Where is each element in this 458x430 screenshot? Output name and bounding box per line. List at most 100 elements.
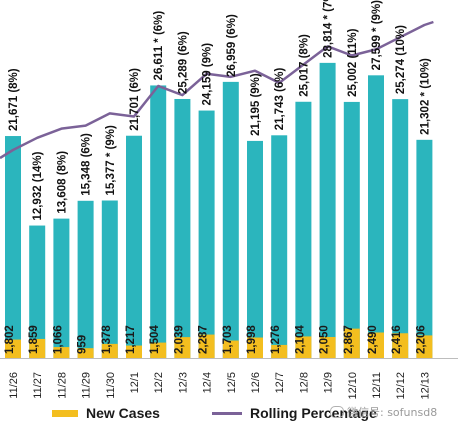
new-cases-bar (416, 335, 433, 358)
total-label: 21,195 (9%) (250, 73, 262, 136)
x-axis: 11/26 11/27 11/28 11/29 11/30 12/1 12/2 12/3 12/… (0, 358, 458, 400)
label-layer: 1,802 21,671 (8%) 1,859 12,932 (14%) 1,066 13… (4, 0, 431, 354)
new-cases-bar (53, 347, 70, 358)
legend-new-cases-label: New Cases (86, 405, 160, 421)
total-bar (126, 135, 142, 358)
new-cases-label: 1,276 (270, 325, 282, 354)
new-cases-bar (174, 337, 191, 358)
rolling-percentage-line (0, 20, 434, 160)
x-tick-label: 12/10 (347, 372, 359, 400)
x-tick-label: 11/27 (32, 372, 44, 399)
legend-rolling-label: Rolling Percentage (250, 405, 377, 421)
new-cases-bar (319, 337, 336, 358)
total-label: 25,017 (8%) (298, 34, 310, 97)
total-label: 21,743 (6%) (274, 67, 286, 130)
new-cases-label: 2,867 (343, 325, 355, 354)
x-tick-label: 12/3 (177, 372, 189, 393)
total-label: 25,002 (11%) (347, 28, 359, 97)
total-label: 25,274 (10%) (395, 25, 407, 94)
new-cases-label: 2,287 (198, 325, 210, 354)
total-label: 28,814 * (7%) (323, 0, 335, 58)
watermark-text: 微信号: sofunsd8 (347, 406, 438, 419)
new-cases-swatch (52, 409, 78, 417)
total-label: 13,608 (8%) (56, 151, 68, 214)
x-tick-label: 11/29 (81, 372, 93, 399)
line-layer (0, 20, 434, 160)
new-cases-label: 959 (77, 335, 89, 354)
total-bar (29, 225, 46, 358)
new-cases-label: 1,217 (125, 325, 137, 354)
x-tick-label: 11/26 (8, 372, 20, 399)
legend-new-cases: New Cases (52, 403, 160, 423)
new-cases-label: 1,703 (222, 325, 234, 354)
new-cases-bar (295, 336, 312, 358)
total-bar (247, 140, 263, 358)
total-bar (295, 101, 312, 359)
x-tick-label: 12/9 (323, 372, 335, 393)
total-bar (271, 135, 288, 358)
new-cases-bar (77, 348, 94, 358)
new-cases-label: 1,998 (246, 325, 258, 354)
new-cases-label: 2,490 (367, 325, 379, 354)
new-cases-bar (247, 337, 263, 358)
new-cases-label: 1,378 (101, 325, 113, 354)
total-label: 21,701 (6%) (129, 68, 141, 131)
total-bar (222, 81, 239, 358)
total-bar (343, 101, 360, 358)
new-cases-bar (392, 333, 409, 358)
new-cases-bar (101, 343, 118, 358)
x-tick-label: 12/12 (395, 372, 407, 400)
new-cases-bar (368, 332, 384, 358)
total-bar (77, 200, 94, 358)
new-cases-bar (5, 339, 21, 358)
new-cases-bar (29, 338, 46, 358)
total-bar (392, 99, 409, 359)
total-label: 24,159 (9%) (202, 43, 214, 106)
total-bar (416, 139, 433, 358)
total-bar (53, 218, 70, 358)
total-label: 26,611 * (6%) (153, 11, 165, 81)
total-label: 21,302 * (10%) (419, 58, 431, 135)
x-tick-label: 12/6 (250, 372, 262, 393)
new-cases-bar (126, 345, 142, 358)
x-tick-label: 12/5 (226, 372, 238, 393)
new-cases-label: 1,066 (52, 325, 64, 354)
total-label: 15,348 (6%) (81, 133, 93, 196)
total-label: 21,671 (8%) (8, 68, 20, 131)
watermark: 微信号: sofunsd8 (330, 404, 437, 420)
total-bar (368, 75, 384, 358)
x-tick-label: 12/7 (274, 372, 286, 393)
total-bar (5, 136, 21, 358)
new-cases-label: 2,206 (415, 325, 427, 354)
new-cases-label: 2,050 (319, 325, 331, 354)
x-tick-label: 12/1 (129, 372, 141, 393)
total-bar (174, 98, 191, 358)
total-bar (150, 85, 167, 359)
total-label: 27,599 * (9%) (371, 0, 383, 70)
new-cases-bar (222, 340, 239, 358)
new-cases-bar (150, 342, 167, 358)
new-cases-bar (198, 334, 215, 358)
new-cases-bar (271, 344, 288, 358)
total-label: 12,932 (14%) (32, 151, 44, 220)
new-cases-label: 1,859 (28, 325, 40, 354)
new-cases-bar (343, 328, 360, 358)
total-label: 26,959 (6%) (226, 14, 238, 77)
total-bar (198, 110, 215, 358)
x-tick-label: 12/2 (153, 372, 165, 393)
x-tick-label: 12/4 (202, 372, 214, 393)
x-tick-label: 12/11 (371, 372, 383, 399)
total-label: 15,377 * (9%) (105, 125, 117, 195)
total-bar (101, 200, 118, 358)
rolling-percentage-swatch (212, 411, 242, 415)
new-cases-label: 2,104 (294, 325, 306, 354)
new-cases-label: 1,802 (4, 325, 16, 354)
new-cases-label: 2,039 (173, 325, 185, 354)
x-tick-label: 11/30 (105, 372, 117, 399)
wechat-icon (330, 406, 344, 418)
new-cases-label: 2,416 (391, 325, 403, 354)
total-label: 25,289 (6%) (177, 31, 189, 94)
total-bar (319, 62, 336, 358)
bar-layer (5, 62, 433, 359)
